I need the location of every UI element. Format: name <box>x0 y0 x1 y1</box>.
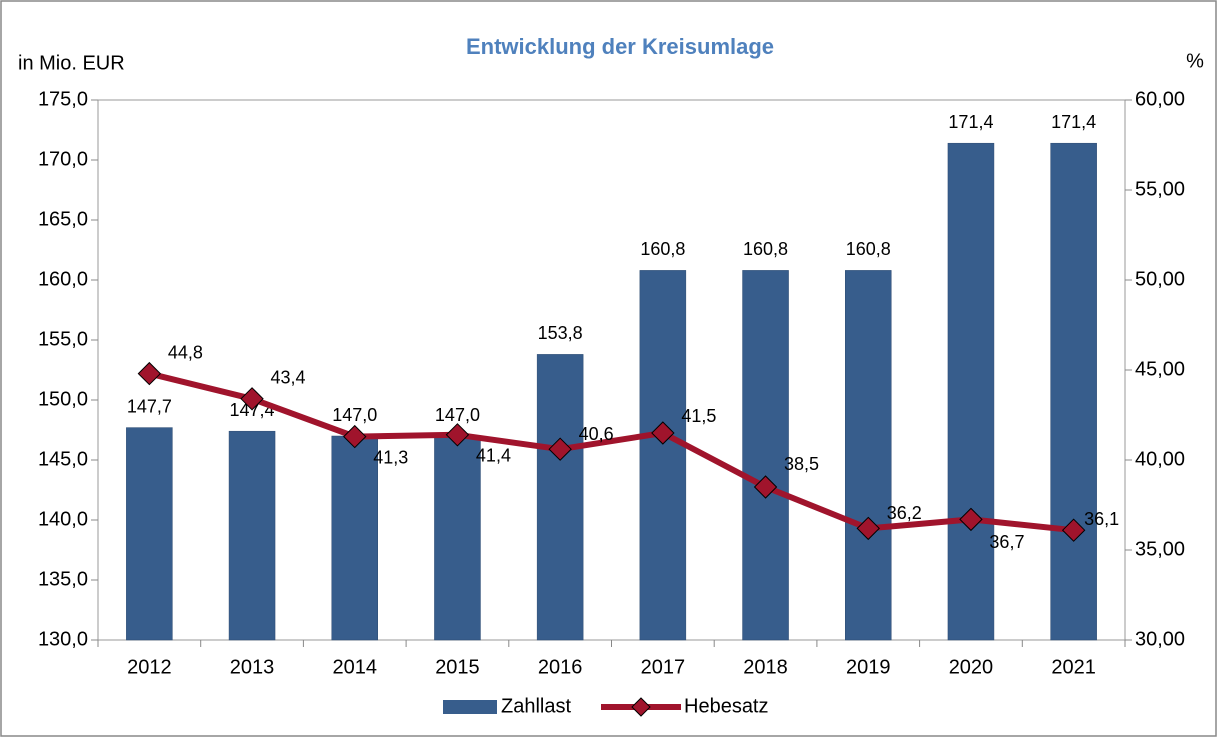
y-tick-label: 130,0 <box>38 628 88 650</box>
line-value-label: 36,2 <box>887 503 922 523</box>
y2-tick-label: 60,00 <box>1135 88 1185 110</box>
bar-value-label: 160,8 <box>640 239 685 259</box>
y2-axis-label: % <box>1186 50 1204 72</box>
line-value-label: 44,8 <box>168 342 203 362</box>
bar-value-label: 160,8 <box>846 239 891 259</box>
bar-value-label: 147,7 <box>127 396 172 416</box>
legend-marker <box>631 697 651 717</box>
legend-label: Hebesatz <box>684 695 769 717</box>
x-tick-label: 2020 <box>949 656 994 678</box>
bar <box>947 142 995 641</box>
bar <box>742 270 789 641</box>
line-value-label: 36,7 <box>989 532 1024 552</box>
y2-tick-label: 35,00 <box>1135 538 1185 560</box>
line <box>148 370 1074 534</box>
line-marker <box>651 421 675 445</box>
x-tick-label: 2016 <box>538 656 583 678</box>
bar-value-label: 171,4 <box>948 112 993 132</box>
line-marker <box>240 387 264 411</box>
line-value-label: 43,4 <box>271 368 306 388</box>
bar <box>639 270 687 641</box>
x-tick-label: 2014 <box>333 656 378 678</box>
line-marker <box>548 437 572 461</box>
bar <box>126 427 173 641</box>
line-value-label: 36,1 <box>1084 509 1119 529</box>
bar-value-label: 147,0 <box>435 405 480 425</box>
y2-tick-label: 45,00 <box>1135 358 1185 380</box>
line-value-label: 41,3 <box>373 447 408 467</box>
chart-title: Entwicklung der Kreisumlage <box>466 34 774 59</box>
x-tick-label: 2015 <box>435 656 480 678</box>
bar <box>331 435 378 641</box>
y-tick-label: 150,0 <box>38 388 88 410</box>
legend-swatch <box>443 700 497 714</box>
y2-tick-label: 30,00 <box>1135 628 1185 650</box>
line-marker <box>137 361 162 386</box>
bar <box>845 270 892 641</box>
legend-label: Zahllast <box>501 695 571 717</box>
x-tick-label: 2019 <box>846 656 891 678</box>
y-tick-label: 135,0 <box>38 568 88 590</box>
y2-tick-label: 55,00 <box>1135 178 1185 200</box>
x-tick-label: 2021 <box>1051 656 1096 678</box>
bar <box>434 435 481 641</box>
bar-value-label: 147,0 <box>332 405 377 425</box>
y2-tick-label: 40,00 <box>1135 448 1185 470</box>
bar <box>228 430 276 641</box>
y-tick-label: 165,0 <box>38 208 88 230</box>
y-tick-label: 160,0 <box>38 268 88 290</box>
x-tick-label: 2012 <box>127 656 172 678</box>
line-marker <box>343 424 367 449</box>
bar <box>1050 142 1097 641</box>
x-tick-label: 2017 <box>641 656 686 678</box>
y-tick-label: 145,0 <box>38 448 88 470</box>
line-marker <box>1061 518 1086 542</box>
line-marker <box>856 516 880 541</box>
y-tick-label: 170,0 <box>38 148 88 170</box>
bar-value-label: 171,4 <box>1051 112 1096 132</box>
line-value-label: 41,5 <box>681 406 716 426</box>
x-tick-label: 2013 <box>230 656 275 678</box>
line-value-label: 40,6 <box>579 424 614 444</box>
bar-value-label: 153,8 <box>538 323 583 343</box>
y-tick-label: 155,0 <box>38 328 88 350</box>
bar <box>536 354 584 641</box>
line-value-label: 38,5 <box>784 454 819 474</box>
line-marker <box>753 475 778 499</box>
x-tick-label: 2018 <box>743 656 788 678</box>
y-tick-label: 175,0 <box>38 88 88 110</box>
line-marker <box>959 507 983 532</box>
y2-tick-label: 50,00 <box>1135 268 1185 290</box>
line-value-label: 41,4 <box>476 446 511 466</box>
line-marker <box>445 423 470 447</box>
y-tick-label: 140,0 <box>38 508 88 530</box>
bar-value-label: 160,8 <box>743 239 788 259</box>
y-axis-label: in Mio. EUR <box>18 52 125 74</box>
